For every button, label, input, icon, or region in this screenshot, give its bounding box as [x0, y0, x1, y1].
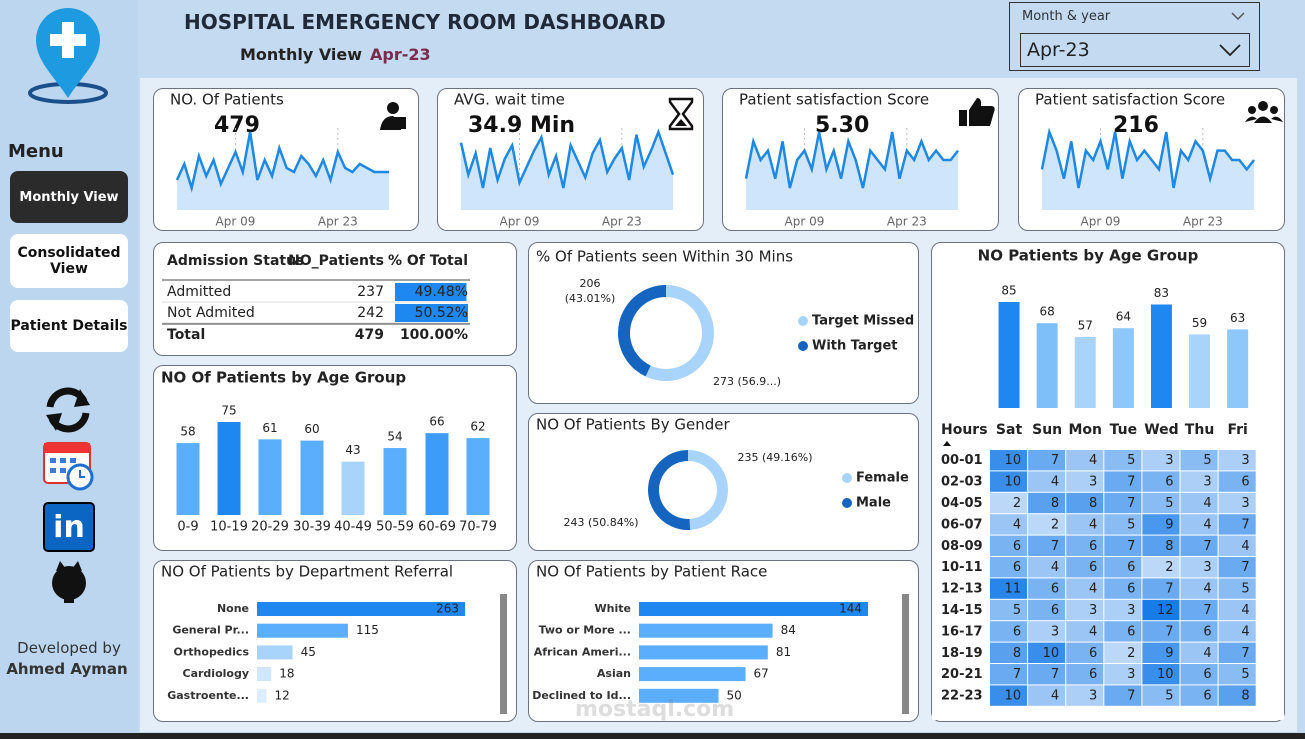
- menu-button[interactable]: Consolidated View: [10, 234, 128, 288]
- within30-card: [528, 242, 919, 404]
- footer-author: Ahmed Ayman: [6, 660, 128, 678]
- admission-card: [153, 242, 517, 356]
- gender-card: [528, 413, 919, 551]
- chevron: [1231, 12, 1245, 20]
- department-card: [153, 560, 517, 722]
- slice-label: 243 (50.84%): [563, 516, 639, 529]
- sidebar: [0, 0, 138, 739]
- menu-button[interactable]: Monthly View: [10, 171, 128, 223]
- race-card: [528, 560, 919, 722]
- kpi-card: [437, 88, 704, 231]
- period-label: Apr-23: [370, 45, 431, 64]
- age-card: [153, 365, 517, 551]
- menu-button[interactable]: Patient Details: [10, 300, 128, 352]
- taskbar: [0, 733, 1305, 739]
- filter-box: Month & year Apr-23: [1009, 2, 1260, 71]
- chevron: [1219, 44, 1241, 56]
- filter-label: Month & year: [1022, 9, 1111, 24]
- kpi-card: [722, 88, 999, 231]
- dashboard-title: HOSPITAL EMERGENCY ROOM DASHBOARD: [184, 10, 666, 34]
- view-label: Monthly View: [240, 45, 363, 64]
- footer-label: Developed by: [17, 639, 121, 657]
- watermark: mostaql.com: [575, 697, 735, 722]
- slice-label: 206 (43.01%): [564, 277, 616, 305]
- sidebar-icons: in: [43, 387, 95, 603]
- weekday-card: [931, 242, 1285, 722]
- filter-value: Apr-23: [1027, 39, 1090, 61]
- slice-label: 273 (56.9...): [712, 375, 782, 388]
- kpi-card: [153, 88, 419, 231]
- svg-text:in: in: [53, 510, 85, 545]
- menu-title: Menu: [8, 141, 64, 162]
- logo: [28, 8, 108, 104]
- kpi-card: [1018, 88, 1285, 231]
- slice-label: 235 (49.16%): [737, 451, 813, 464]
- filter-select[interactable]: Apr-23: [1020, 33, 1250, 67]
